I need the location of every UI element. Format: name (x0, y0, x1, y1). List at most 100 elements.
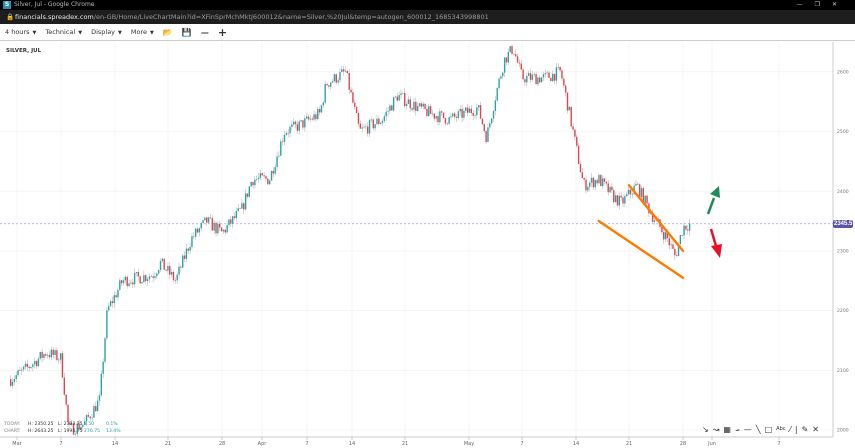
candle-body (56, 350, 58, 360)
candle-body (675, 255, 678, 257)
candle-body (372, 119, 374, 129)
horizontal-line-tool-icon[interactable]: — (743, 424, 752, 434)
candle-body (78, 423, 80, 430)
x-tick-label: 14 (349, 441, 355, 447)
candle-body (476, 107, 478, 116)
candle-body (616, 195, 619, 206)
candle-body (348, 72, 350, 90)
candle-body (243, 203, 245, 210)
candle-body (404, 92, 406, 107)
candle-body (550, 77, 552, 82)
pencil-tool-icon[interactable]: ✎ (801, 424, 809, 434)
display-dropdown[interactable]: Display ▼ (91, 28, 122, 36)
candle-body (350, 89, 352, 93)
candle-body (17, 370, 19, 376)
stats-panel: TODAY: H: 2350.25 L: 2333.753.50 0.1% CHART… (4, 421, 121, 435)
rectangle-tool-icon[interactable]: □ (764, 424, 773, 434)
clear-drawings-icon[interactable]: ✕ (812, 424, 819, 434)
candle-body (241, 203, 243, 209)
window-controls[interactable]: —❐✕ (796, 1, 849, 8)
candle-body (328, 85, 330, 87)
candle-body (176, 274, 178, 281)
zoom-in-icon[interactable]: + (217, 25, 228, 39)
candle-body (309, 118, 312, 120)
url-text[interactable]: financials.spreadex.com/en-GB/Home/LiveC… (15, 13, 489, 21)
candle-body (539, 77, 541, 83)
candle-body (661, 226, 663, 233)
arrow-down-tool-icon[interactable]: ↘ (702, 424, 709, 434)
candle-body (28, 366, 30, 369)
candle-body (513, 53, 515, 55)
candle-body (206, 217, 208, 223)
y-tick-label: 2100 (837, 368, 849, 374)
table-tool-icon[interactable]: ▦ (723, 424, 731, 434)
candle-body (74, 433, 77, 435)
x-tick-label: 28 (219, 441, 225, 447)
candle-body (37, 358, 40, 367)
zoom-out-icon[interactable]: — (200, 27, 209, 37)
candle-body (213, 222, 215, 231)
candle-body (516, 56, 519, 63)
candle-body (167, 266, 169, 271)
candle-body (498, 78, 500, 88)
candle-body (461, 108, 463, 118)
candle-body (583, 178, 585, 180)
candle-body (592, 177, 595, 188)
candle-body (54, 350, 56, 355)
candle-body (326, 84, 328, 86)
candle-body (679, 235, 682, 245)
vertical-line-tool-icon[interactable]: | (794, 424, 798, 434)
candle-body (11, 381, 14, 386)
address-bar[interactable]: 🔒 financials.spreadex.com/en-GB/Home/Liv… (0, 10, 855, 24)
candle-body (518, 62, 521, 64)
candle-body (666, 232, 669, 239)
candle-body (585, 179, 587, 191)
candle-body (231, 216, 234, 224)
candle-body (339, 71, 341, 81)
candle-body (468, 108, 471, 113)
open-folder-icon[interactable]: 📂 (162, 27, 173, 37)
candle-body (35, 361, 38, 367)
candle-body (172, 271, 175, 281)
candle-body (250, 181, 252, 187)
candle-body (304, 118, 306, 128)
candle-body (281, 141, 284, 143)
candle-body (317, 109, 319, 120)
candle-body (26, 363, 29, 367)
candle-body (363, 126, 365, 128)
candle-body (437, 116, 439, 123)
text-tool-icon[interactable]: Abc (776, 426, 786, 432)
current-price-tag: 2345.5 (833, 220, 854, 228)
candle-body (313, 114, 315, 120)
candle-body (611, 186, 613, 191)
technical-dropdown[interactable]: Technical ▼ (45, 28, 83, 36)
candle-body (515, 54, 517, 57)
candle-body (296, 124, 299, 131)
candle-body (383, 116, 386, 121)
curve-tool-icon[interactable]: ↝ (712, 424, 720, 434)
interval-dropdown[interactable]: 4 hours ▼ (5, 28, 37, 36)
line-tool-icon[interactable]: ⁄ (789, 424, 791, 434)
candle-body (341, 69, 343, 72)
candle-body (342, 69, 345, 72)
candle-body (263, 175, 265, 177)
more-dropdown[interactable]: More ▼ (130, 28, 154, 36)
candle-body (285, 133, 288, 135)
candle-body (402, 92, 404, 94)
drawing-toolbar: ↘ ↝ ▦ ⦟ — ╲ □ Abc ⁄ | ✎ ✕ (702, 424, 819, 434)
save-icon[interactable]: 💾 (181, 27, 192, 37)
candle-body (546, 72, 548, 74)
fan-tool-icon[interactable]: ⦟ (734, 424, 740, 433)
candle-body (61, 353, 64, 378)
candle-body (239, 208, 241, 209)
candle-body (124, 276, 127, 281)
price-chart[interactable]: Mar 7 14 21 28 Apr 7 14 21 May 7 14 21 28 Jun 7 2000 2100… (0, 42, 855, 448)
candle-body (39, 351, 41, 359)
candle-body (219, 223, 221, 228)
candle-body (48, 355, 51, 358)
candle-body (222, 229, 225, 232)
candle-body (429, 106, 432, 114)
trend-line-tool-icon[interactable]: ╲ (755, 424, 761, 434)
x-tick-label: Mar (12, 441, 22, 447)
candle-body (182, 255, 184, 268)
